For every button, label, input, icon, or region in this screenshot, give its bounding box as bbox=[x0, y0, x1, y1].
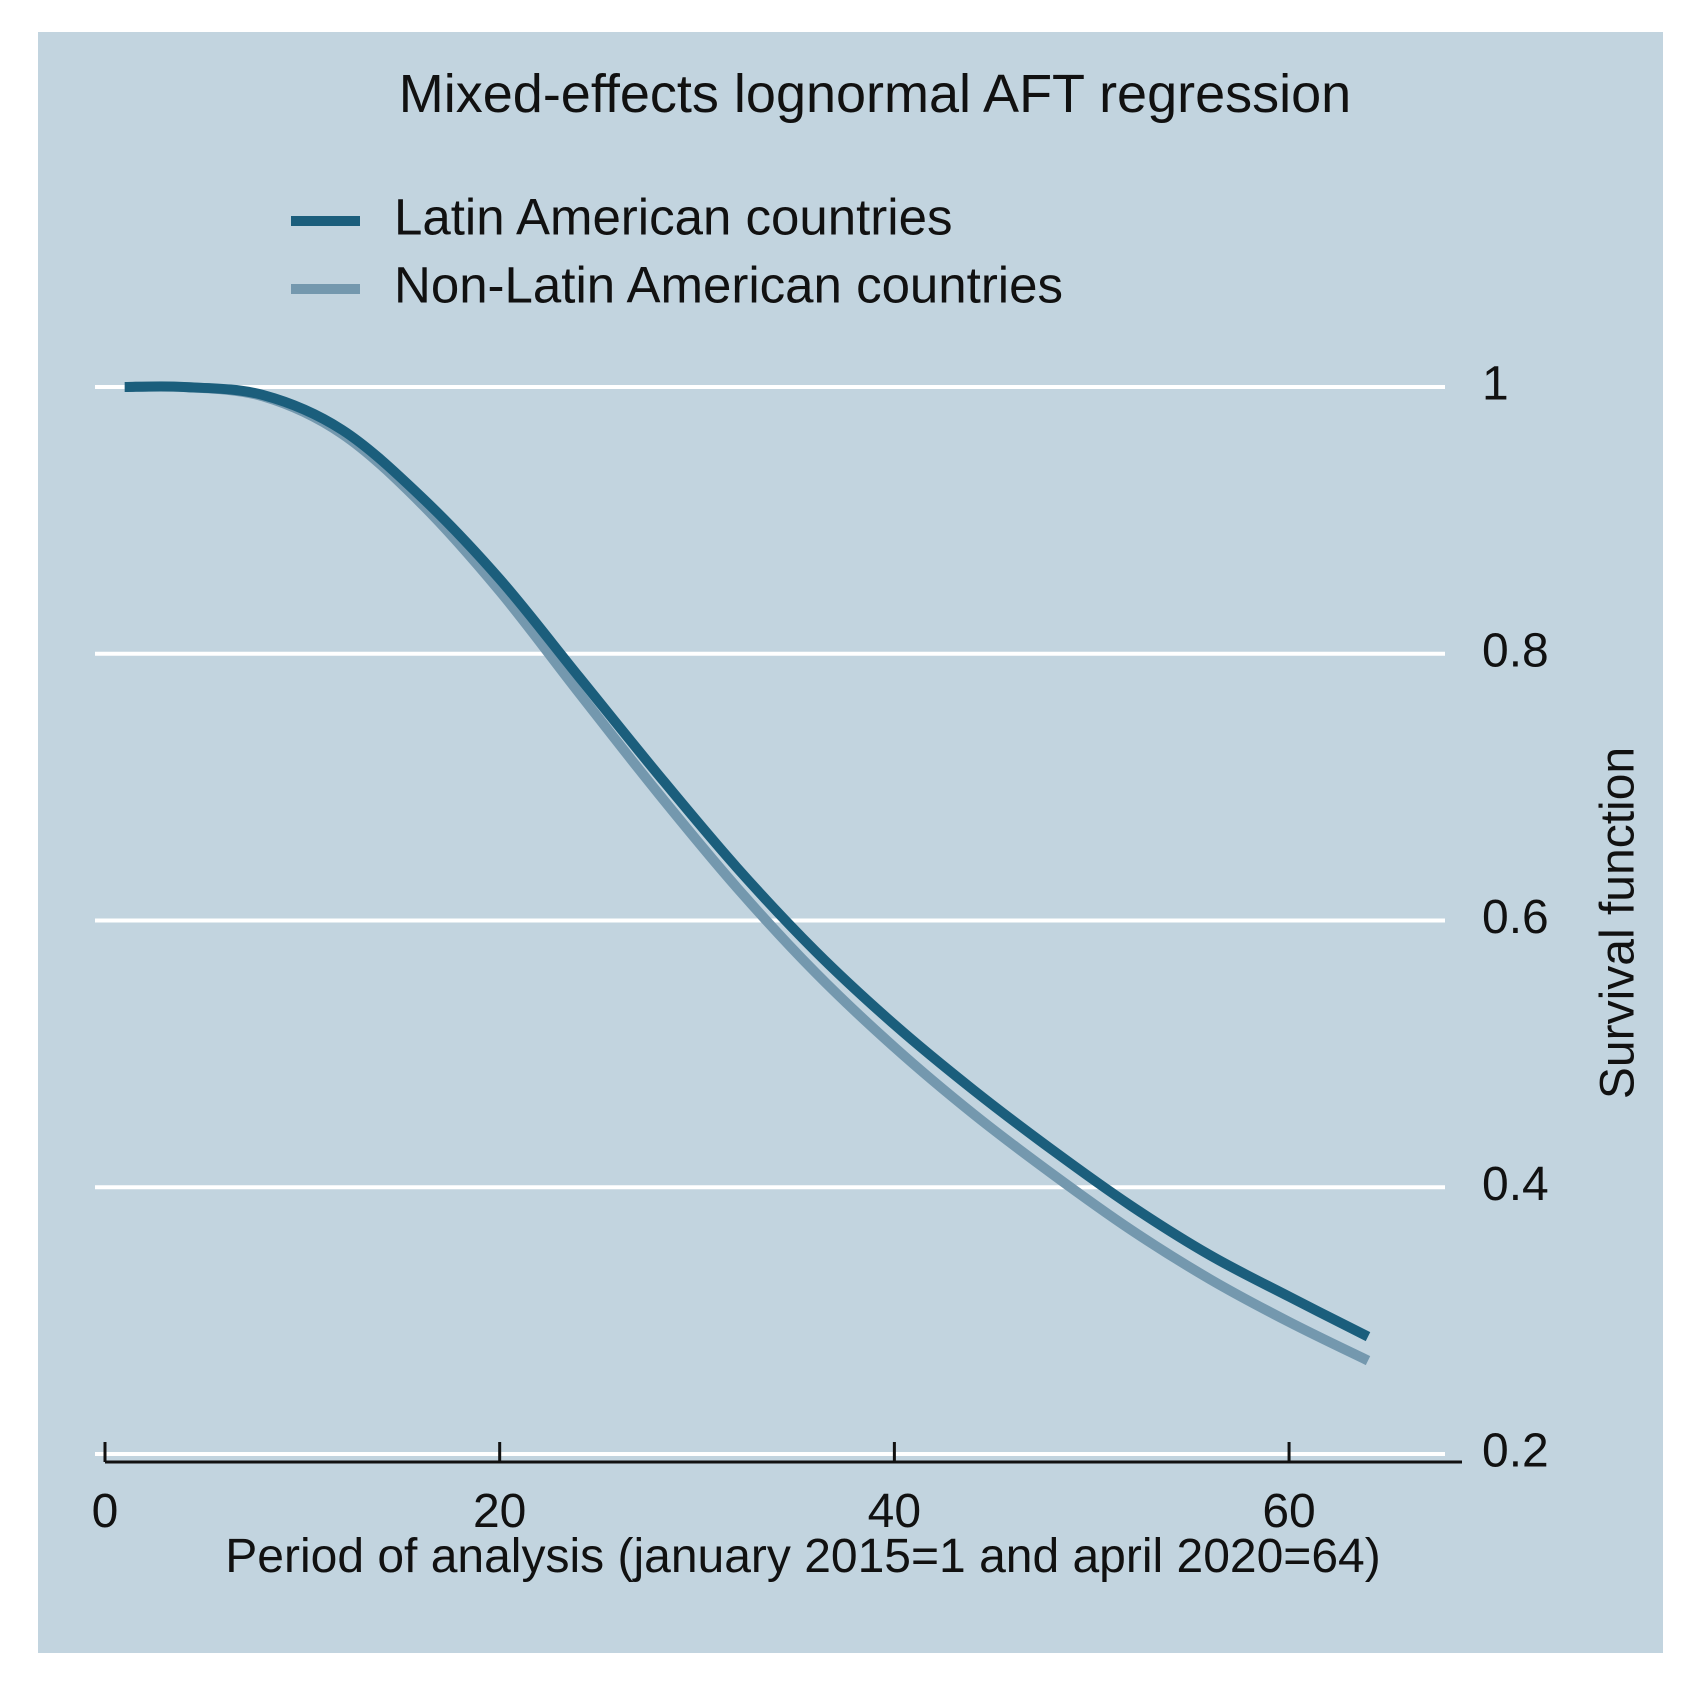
y-axis-label: Survival function bbox=[1592, 747, 1645, 1099]
y-axis: 0.2 0.4 0.6 0.8 1 bbox=[1482, 358, 1549, 1478]
x-tick-label: 40 bbox=[868, 1485, 921, 1538]
x-axis-label: Period of analysis (january 2015=1 and a… bbox=[225, 1530, 1380, 1583]
series-line-latin-american bbox=[124, 381, 1371, 1342]
y-tick-label: 1 bbox=[1482, 358, 1509, 411]
legend: Latin American countries Non-Latin Ameri… bbox=[291, 188, 1063, 313]
y-tick-label: 0.2 bbox=[1482, 1425, 1549, 1478]
chart-title: Mixed-effects lognormal AFT regression bbox=[399, 64, 1351, 124]
legend-label-non-latin-american: Non-Latin American countries bbox=[394, 256, 1063, 313]
y-tick-label: 0.4 bbox=[1482, 1158, 1549, 1211]
x-axis: 0 20 40 60 bbox=[92, 1442, 1462, 1538]
x-tick-label: 60 bbox=[1262, 1485, 1315, 1538]
y-tick-label: 0.8 bbox=[1482, 624, 1549, 677]
x-tick-label: 20 bbox=[473, 1485, 526, 1538]
series-lines bbox=[124, 381, 1371, 1366]
x-tick-label: 0 bbox=[92, 1485, 119, 1538]
chart-background bbox=[38, 32, 1663, 1653]
y-tick-label: 0.6 bbox=[1482, 891, 1549, 944]
legend-label-latin-american: Latin American countries bbox=[394, 188, 952, 245]
